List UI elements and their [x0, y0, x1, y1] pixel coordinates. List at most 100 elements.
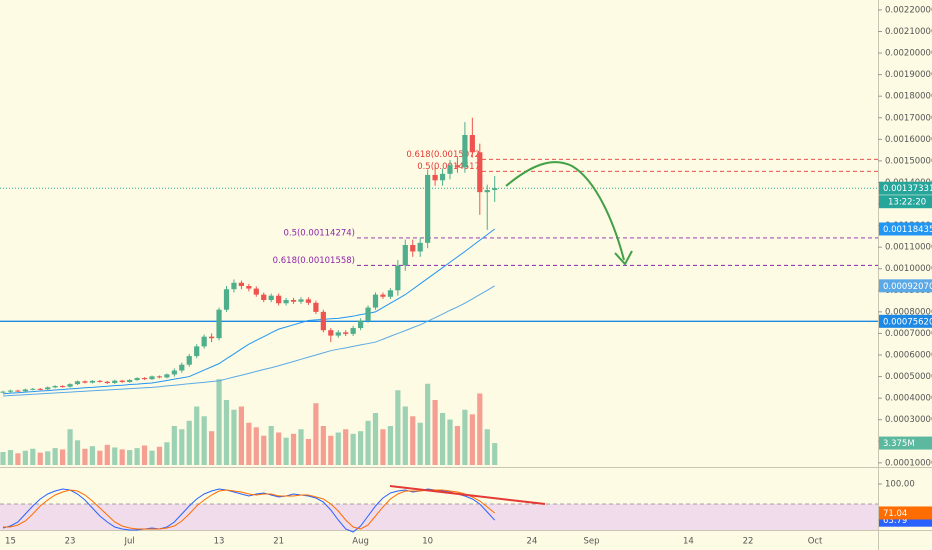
candle-body [454, 165, 461, 168]
candle-body [365, 307, 371, 321]
volume-bar [209, 431, 215, 465]
candle-body [67, 384, 73, 387]
y-tick-label: 0.00160000 [885, 135, 932, 145]
y-tick-label: 0.00100000 [885, 264, 932, 274]
candle-body [425, 174, 431, 243]
candle-body [417, 242, 423, 252]
candle-body [82, 381, 88, 383]
candle-body [343, 332, 349, 334]
volume-bar [246, 422, 252, 465]
y-tick-label: 0.00050000 [885, 372, 932, 382]
candle-body [15, 390, 21, 392]
volume-label-box [879, 436, 932, 450]
volume-bar [335, 432, 341, 465]
ma-label-box [879, 222, 932, 236]
candle-body [335, 332, 341, 336]
candle-body [439, 173, 446, 181]
candle-body [37, 388, 43, 390]
volume-bar [74, 440, 81, 465]
candle-body [127, 380, 133, 382]
candle-body [209, 336, 215, 339]
volume-bar [104, 444, 110, 465]
volume-bar [477, 393, 483, 465]
last-price-text: 0.00137331 [883, 184, 932, 194]
candle-body [432, 174, 438, 181]
volume-bar [380, 429, 386, 465]
volume-bar [305, 439, 312, 465]
y-tick-label: 0.00200000 [885, 49, 932, 59]
x-tick-label: Aug [352, 537, 369, 547]
volume-bar [320, 426, 326, 465]
volume-bar [350, 433, 356, 465]
x-tick-label: 10 [422, 537, 433, 547]
arrow-head [614, 250, 633, 266]
stoch-label-text: 71.04 [883, 509, 907, 519]
candle-body [358, 320, 364, 329]
candle-body [201, 336, 207, 347]
volume-bar [7, 450, 14, 465]
candle-body [283, 300, 289, 304]
candle-body [186, 356, 192, 365]
candle-body [276, 295, 282, 304]
volume-bar [328, 435, 334, 465]
x-tick-label: Jul [124, 537, 135, 547]
candle-body [0, 391, 6, 393]
arrow-curve [505, 161, 625, 261]
volume-bar [425, 383, 431, 465]
y-tick-label: 0.00180000 [885, 92, 932, 102]
volume-bar [22, 450, 28, 465]
candle-body [60, 386, 66, 388]
candle-body [290, 300, 297, 302]
volume-bar [15, 453, 21, 465]
candle-body [89, 380, 95, 383]
x-tick-label: 23 [65, 537, 76, 547]
candle-body [179, 364, 185, 371]
y-tick-label: 0.00220000 [885, 5, 932, 15]
forecast-arrow [505, 161, 633, 266]
candle-body [74, 381, 81, 385]
volume-bar [276, 432, 282, 465]
fib-label: 0.5(0.00114274) [283, 228, 355, 238]
volume-bar [223, 400, 230, 465]
hline-label-text: 0.00075620 [883, 317, 932, 327]
volume-bar [484, 429, 490, 465]
candle-body [402, 245, 408, 266]
volume-bar [179, 429, 185, 465]
candle-body [320, 311, 326, 331]
volume-bar [134, 448, 140, 465]
ma-label-text: 0.00118435 [883, 225, 932, 235]
y-tick-label: 0.00010000 [885, 458, 932, 468]
volume-bar [343, 429, 349, 465]
volume-bar [201, 416, 207, 465]
y-tick-label: 0.00040000 [885, 394, 932, 404]
volume-bar [238, 406, 244, 465]
candle-body [395, 265, 401, 291]
y-tick-label: 0.00210000 [885, 27, 932, 37]
x-tick-label: Sep [584, 537, 600, 547]
volume-bar [454, 426, 461, 465]
y-tick-label: 0.00150000 [885, 156, 932, 166]
volume-bar [469, 414, 475, 465]
y-tick-label: 0.00110000 [885, 243, 932, 253]
candle-body [328, 330, 334, 336]
volume-bar [313, 403, 319, 465]
volume-bar [37, 452, 43, 465]
x-tick-label: 21 [273, 537, 284, 547]
candle-body [30, 388, 36, 390]
volume-bar [268, 426, 274, 465]
x-tick-label: Oct [808, 537, 823, 547]
candle-body [305, 299, 312, 303]
divergence-line [389, 485, 546, 505]
volume-bar [141, 445, 148, 465]
volume-bar [372, 413, 379, 465]
candle-body [462, 135, 468, 168]
candle-body [156, 376, 163, 378]
candle-body [387, 290, 393, 297]
last-price-box [879, 181, 932, 195]
volume-bar [30, 448, 36, 465]
ma-label-text: 0.00092070 [883, 282, 932, 292]
stoch-band [0, 504, 878, 530]
candle-body [268, 295, 274, 301]
